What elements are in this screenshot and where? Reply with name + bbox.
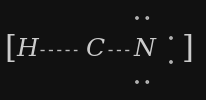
- Text: H: H: [16, 38, 38, 62]
- Text: ]: ]: [181, 34, 193, 66]
- Text: N: N: [133, 38, 155, 62]
- Text: C: C: [85, 38, 104, 62]
- Text: [: [: [4, 34, 16, 66]
